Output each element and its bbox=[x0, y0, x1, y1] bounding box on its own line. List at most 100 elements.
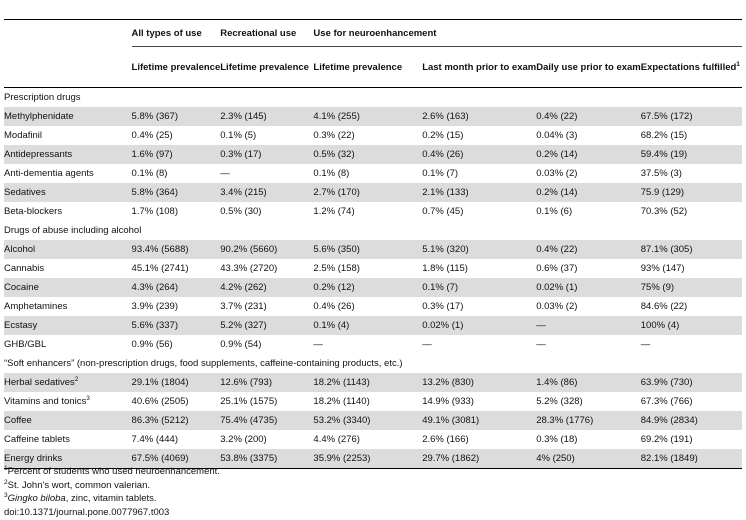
table-cell: 53.8% (3375) bbox=[220, 449, 314, 469]
table-row: Modafinil 0.4% (25) 0.1% (5) 0.3% (22) 0.2% … bbox=[4, 126, 742, 145]
sub-header-lifetime-neuro: Lifetime prevalence bbox=[313, 47, 422, 88]
sub-header-lifetime-recreational-label: Lifetime prevalence bbox=[220, 61, 309, 73]
row-label-text: Coffee bbox=[4, 415, 32, 426]
table-body: Prescription drugs Methylphenidate 5.8% (3… bbox=[4, 88, 742, 469]
row-label-text: Herbal sedatives bbox=[4, 377, 75, 388]
group-header-recreational: Recreational use bbox=[220, 19, 314, 47]
table-cell: 2.1% (133) bbox=[422, 183, 537, 202]
table-cell: 0.3% (22) bbox=[313, 130, 355, 141]
table-row: Antidepressants 1.6% (97) 0.3% (17) 0.5% (3… bbox=[4, 145, 742, 164]
footnote-text: Percent of students who used neuroenhanc… bbox=[7, 466, 220, 477]
table-cell: — bbox=[313, 339, 323, 350]
table-cell: 3.7% (231) bbox=[220, 301, 267, 312]
table-cell: 3.9% (239) bbox=[131, 301, 179, 312]
table-cell: 2.5% (158) bbox=[313, 263, 360, 274]
row-label: Coffee bbox=[4, 411, 132, 430]
table-cell: — bbox=[422, 339, 432, 350]
row-label-text: GHB/GBL bbox=[4, 339, 47, 350]
table-cell: 82.1% (1849) bbox=[640, 449, 742, 469]
table-cell: 0.2% (14) bbox=[536, 183, 641, 202]
table-cell: 0.1% (4) bbox=[313, 316, 423, 335]
section-title: Prescription drugs bbox=[4, 92, 81, 103]
table-cell: 0.5% (30) bbox=[220, 206, 262, 217]
table-cell: 2.6% (166) bbox=[422, 434, 469, 445]
table-cell: — bbox=[536, 339, 546, 350]
table-cell: — bbox=[536, 316, 641, 335]
table-cell: 0.04% (3) bbox=[536, 130, 578, 141]
footnotes: 1Percent of students who used neuroenhan… bbox=[4, 465, 220, 519]
table-cell: 4% (250) bbox=[536, 449, 641, 469]
table-row: GHB/GBL 0.9% (56) 0.9% (54) — — — — bbox=[4, 335, 742, 354]
footnote-2: 2St. John’s wort, common valerian. bbox=[4, 479, 220, 493]
table-cell: 2.7% (170) bbox=[313, 183, 423, 202]
row-label-text: Anti-dementia agents bbox=[4, 168, 94, 179]
row-label: Amphetamines bbox=[4, 297, 132, 316]
table-cell: 0.4% (22) bbox=[536, 240, 641, 259]
table-cell: 59.4% (19) bbox=[640, 145, 742, 164]
row-label-text: Alcohol bbox=[4, 244, 36, 255]
group-header-empty bbox=[4, 19, 132, 47]
table-row: Alcohol 93.4% (5688) 90.2% (5660) 5.6% (350… bbox=[4, 240, 742, 259]
table-cell: 0.2% (12) bbox=[313, 278, 423, 297]
footnote-mark: 3 bbox=[4, 491, 8, 499]
footnote-mark: 1 bbox=[4, 464, 8, 472]
table-cell: 69.2% (191) bbox=[640, 434, 693, 445]
table-cell: 14.9% (933) bbox=[422, 396, 474, 407]
table-cell: 0.3% (18) bbox=[536, 434, 578, 445]
table-row: Amphetamines 3.9% (239) 3.7% (231) 0.4% (26… bbox=[4, 297, 742, 316]
footnote-italic-text: Gingko biloba bbox=[7, 493, 66, 504]
row-label-text: Modafinil bbox=[4, 130, 43, 141]
sub-header-lifetime-all-label: Lifetime prevalence bbox=[131, 61, 221, 73]
row-label: Methylphenidate bbox=[4, 107, 132, 126]
table-cell: 5.2% (327) bbox=[220, 316, 314, 335]
table-cell: 0.5% (32) bbox=[313, 145, 423, 164]
table-cell: 63.9% (730) bbox=[640, 373, 742, 392]
sub-header-last-month: Last month prior to exam bbox=[422, 47, 536, 88]
table-cell: 40.6% (2505) bbox=[131, 396, 189, 407]
table-cell: 28.3% (1776) bbox=[536, 411, 641, 430]
row-label-mark: 2 bbox=[74, 375, 79, 383]
table-row: Ecstasy 5.6% (337) 5.2% (327) 0.1% (4) 0.02%… bbox=[4, 316, 742, 335]
table-cell: 0.3% (17) bbox=[422, 301, 464, 312]
table-cell: 0.3% (17) bbox=[220, 145, 314, 164]
table-cell: 0.1% (8) bbox=[313, 168, 350, 179]
table-cell: 0.02% (1) bbox=[536, 278, 641, 297]
table-row: Beta-blockers 1.7% (108) 0.5% (30) 1.2% (74… bbox=[4, 202, 742, 221]
table-cell: 25.1% (1575) bbox=[220, 396, 278, 407]
table-cell: 18.2% (1143) bbox=[313, 373, 423, 392]
table-row: Cannabis 45.1% (2741) 43.3% (2720) 2.5% (15… bbox=[4, 259, 742, 278]
row-label: Ecstasy bbox=[4, 316, 132, 335]
table-cell: 0.1% (7) bbox=[422, 168, 459, 179]
table-cell: 68.2% (15) bbox=[640, 130, 688, 141]
table-cell: 84.6% (22) bbox=[640, 301, 688, 312]
table-row: Caffeine tablets 7.4% (444) 3.2% (200) 4.4%… bbox=[4, 430, 742, 449]
footnote-mark: 2 bbox=[4, 478, 8, 486]
row-label: Cocaine bbox=[4, 278, 132, 297]
table-cell: 49.1% (3081) bbox=[422, 411, 537, 430]
table-cell: 0.02% (1) bbox=[422, 316, 537, 335]
sub-header-last-month-label: Last month prior to exam bbox=[422, 61, 537, 73]
row-label-text: Amphetamines bbox=[4, 301, 68, 312]
row-label-text: Beta-blockers bbox=[4, 206, 63, 217]
doi-text: doi:10.1371/journal.pone.0077967.t003 bbox=[4, 506, 170, 518]
row-label: GHB/GBL bbox=[4, 335, 132, 354]
sub-header-empty bbox=[4, 47, 132, 88]
sub-header-expectations-mark: 1 bbox=[736, 60, 740, 68]
table-cell: 90.2% (5660) bbox=[220, 240, 314, 259]
table-cell: 1.6% (97) bbox=[131, 145, 221, 164]
row-label-text: Sedatives bbox=[4, 187, 46, 198]
row-label: Anti-dementia agents bbox=[4, 164, 132, 183]
table-cell: 4.1% (255) bbox=[313, 107, 423, 126]
table-cell: 0.03% (2) bbox=[536, 168, 578, 179]
table-cell: 1.7% (108) bbox=[131, 206, 179, 217]
footnote-3: 3Gingko biloba, zinc, vitamin tablets. bbox=[4, 492, 220, 506]
table-cell: 67.5% (172) bbox=[640, 107, 742, 126]
table-row: Herbal sedatives2 29.1% (1804) 12.6% (793)… bbox=[4, 373, 742, 392]
table-cell: 2.6% (163) bbox=[422, 107, 537, 126]
table-cell: 53.2% (3340) bbox=[313, 411, 423, 430]
table-cell: 5.1% (320) bbox=[422, 240, 537, 259]
row-label: Alcohol bbox=[4, 240, 132, 259]
table-cell: 3.2% (200) bbox=[220, 434, 267, 445]
row-label-text: Ecstasy bbox=[4, 320, 38, 331]
table-cell: 1.2% (74) bbox=[313, 206, 355, 217]
